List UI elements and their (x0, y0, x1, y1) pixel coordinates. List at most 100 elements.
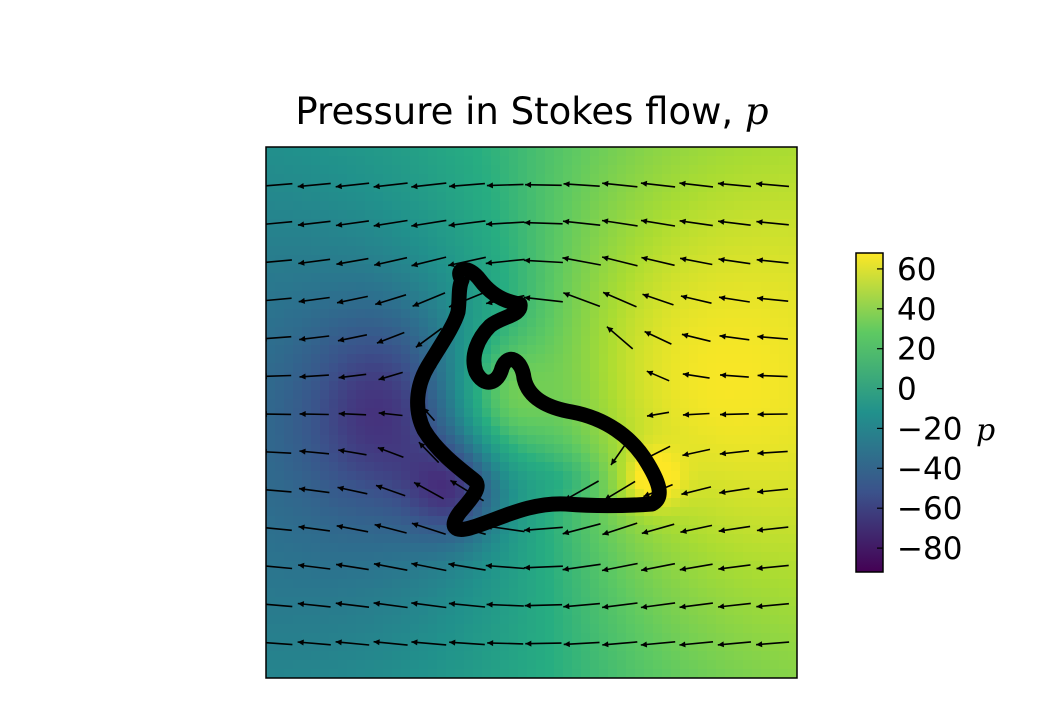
heatmap-cell (554, 210, 564, 220)
heatmap-cell (563, 615, 573, 625)
heatmap-cell (491, 498, 501, 508)
heatmap-cell (410, 426, 420, 436)
heatmap-cell (536, 381, 546, 391)
heatmap-cell (599, 174, 609, 184)
heatmap-cell (491, 462, 501, 472)
heatmap-cell (347, 597, 357, 607)
heatmap-cell (752, 237, 762, 247)
heatmap-cell (698, 291, 708, 301)
heatmap-cell (734, 327, 744, 337)
heatmap-cell (734, 300, 744, 310)
heatmap-cell (725, 543, 735, 553)
heatmap-cell (743, 471, 753, 481)
heatmap-cell (770, 354, 780, 364)
heatmap-cell (671, 462, 681, 472)
heatmap-cell (770, 228, 780, 238)
heatmap-cell (428, 543, 438, 553)
heatmap-cell (581, 345, 591, 355)
heatmap-cell (653, 165, 663, 175)
heatmap-cell (626, 426, 636, 436)
pressure-heatmap (266, 147, 797, 678)
velocity-arrow (487, 640, 524, 647)
heatmap-cell (275, 318, 285, 328)
heatmap-cell (788, 462, 797, 472)
heatmap-cell (338, 174, 348, 184)
heatmap-cell (365, 480, 375, 490)
heatmap-cell (707, 552, 717, 562)
heatmap-cell (266, 651, 276, 661)
heatmap-cell (329, 615, 339, 625)
heatmap-cell (635, 471, 645, 481)
heatmap-cell (284, 363, 294, 373)
heatmap-cell (689, 615, 699, 625)
heatmap-cell (518, 624, 528, 634)
heatmap-cell (698, 147, 708, 157)
colorbar-tick-label: 0 (897, 372, 917, 408)
heatmap-cell (365, 192, 375, 202)
heatmap-cell (734, 642, 744, 652)
heatmap-cell (671, 552, 681, 562)
heatmap-cell (626, 246, 636, 256)
heatmap-cell (536, 228, 546, 238)
heatmap-cell (320, 552, 330, 562)
heatmap-cell (338, 300, 348, 310)
heatmap-cell (275, 642, 285, 652)
heatmap-cell (293, 543, 303, 553)
heatmap-cell (527, 273, 537, 283)
heatmap-cell (527, 363, 537, 373)
heatmap-cell (788, 498, 797, 508)
heatmap-cell (536, 444, 546, 454)
heatmap-cell (428, 309, 438, 319)
heatmap-cell (356, 246, 366, 256)
heatmap-cell (554, 615, 564, 625)
heatmap-cell (653, 381, 663, 391)
heatmap-cell (329, 291, 339, 301)
heatmap-cell (545, 309, 555, 319)
heatmap-cell (554, 444, 564, 454)
heatmap-cell (356, 597, 366, 607)
heatmap-cell (644, 219, 654, 229)
heatmap-cell (572, 309, 582, 319)
velocity-arrow (378, 410, 403, 417)
heatmap-cell (680, 597, 690, 607)
heatmap-cell (455, 453, 465, 463)
heatmap-cell (590, 570, 600, 580)
heatmap-cell (545, 426, 555, 436)
heatmap-cell (626, 597, 636, 607)
heatmap-cell (770, 300, 780, 310)
heatmap-cell (743, 219, 753, 229)
heatmap-cell (752, 615, 762, 625)
heatmap-cell (788, 417, 797, 427)
heatmap-cell (653, 417, 663, 427)
heatmap-cell (419, 237, 429, 247)
heatmap-cell (401, 237, 411, 247)
heatmap-cell (527, 435, 537, 445)
heatmap-cell (635, 228, 645, 238)
heatmap-cell (644, 336, 654, 346)
heatmap-cell (401, 471, 411, 481)
heatmap-cell (464, 336, 474, 346)
heatmap-cell (329, 651, 339, 661)
heatmap-cell (617, 282, 627, 292)
heatmap-cell (365, 633, 375, 643)
heatmap-cell (698, 336, 708, 346)
heatmap-cell (518, 669, 528, 678)
heatmap-cell (500, 489, 510, 499)
heatmap-cell (725, 507, 735, 517)
heatmap-cell (752, 543, 762, 553)
heatmap-cell (680, 336, 690, 346)
heatmap-cell (383, 273, 393, 283)
heatmap-cell (788, 327, 797, 337)
heatmap-cell (608, 390, 618, 400)
heatmap-cell (284, 444, 294, 454)
heatmap-cell (356, 570, 366, 580)
heatmap-cell (302, 255, 312, 265)
heatmap-cell (419, 246, 429, 256)
heatmap-cell (671, 156, 681, 166)
heatmap-cell (329, 192, 339, 202)
heatmap-cell (338, 579, 348, 589)
heatmap-cell (572, 516, 582, 526)
heatmap-cell (581, 210, 591, 220)
heatmap-cell (446, 165, 456, 175)
heatmap-cell (563, 579, 573, 589)
